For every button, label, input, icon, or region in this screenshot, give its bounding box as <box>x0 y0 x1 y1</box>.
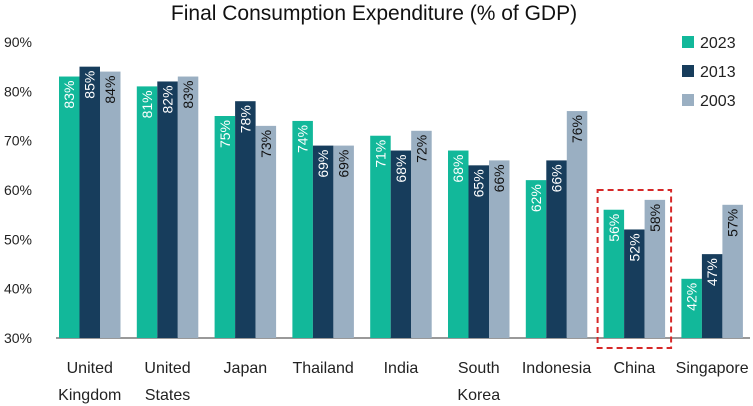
bar-2023 <box>59 76 80 339</box>
data-label: 68% <box>450 155 466 183</box>
data-label: 82% <box>160 85 176 113</box>
y-tick-label: 80% <box>4 83 32 99</box>
bar-2003 <box>333 145 354 338</box>
data-label: 58% <box>647 204 663 232</box>
bar-2003 <box>100 71 121 338</box>
bar-2023 <box>525 180 547 338</box>
data-label: 57% <box>725 209 741 237</box>
data-label: 56% <box>606 214 622 242</box>
data-label: 73% <box>258 130 274 158</box>
x-tick-label: South <box>458 360 500 377</box>
x-tick-label: India <box>384 360 419 377</box>
data-label: 69% <box>336 150 352 178</box>
legend-label: 2003 <box>700 93 736 110</box>
legend: 2023 2013 2003 <box>682 35 736 110</box>
y-tick-label: 30% <box>4 330 32 346</box>
data-label: 66% <box>491 164 507 192</box>
bar-2003 <box>489 160 510 338</box>
data-label: 52% <box>626 233 642 261</box>
data-label: 84% <box>102 76 118 104</box>
data-label: 83% <box>180 81 196 109</box>
chart-title: Final Consumption Expenditure (% of GDP) <box>171 2 577 25</box>
y-tick-label: 70% <box>4 133 32 149</box>
x-tick-label: China <box>613 360 655 377</box>
bar-2013 <box>157 81 178 338</box>
x-tick-label: Singapore <box>676 360 749 377</box>
y-tick-label: 90% <box>4 34 32 50</box>
bar-2023 <box>681 278 702 338</box>
bar-2023 <box>603 209 625 338</box>
data-label: 66% <box>549 164 565 192</box>
data-label: 69% <box>315 150 331 178</box>
highlight-group <box>596 189 673 349</box>
data-label: 65% <box>471 169 487 197</box>
data-label: 62% <box>528 184 544 212</box>
bar-2013 <box>546 160 567 338</box>
x-tick-label: Japan <box>224 360 268 377</box>
data-label: 68% <box>393 155 409 183</box>
data-label: 78% <box>237 105 253 133</box>
bar-2003 <box>255 125 277 338</box>
bar-2023 <box>292 120 313 338</box>
bar-2013 <box>624 229 645 338</box>
x-tick-label: Thailand <box>292 360 353 377</box>
bar-2003 <box>177 76 199 339</box>
y-tick-label: 50% <box>4 231 32 247</box>
data-label: 76% <box>569 115 585 143</box>
bar-2013 <box>468 165 489 338</box>
bar-2023 <box>136 86 158 339</box>
bar-2003 <box>644 199 666 338</box>
highlight-box <box>596 189 673 349</box>
data-label: 74% <box>295 125 311 153</box>
legend-label: 2023 <box>700 35 736 52</box>
bar-2003 <box>722 204 743 338</box>
legend-swatch <box>682 94 694 106</box>
data-label: 47% <box>704 258 720 286</box>
legend-swatch <box>682 36 694 48</box>
data-label: 83% <box>61 81 77 109</box>
x-axis: United Kingdom United States Japan Thailand In… <box>58 360 749 404</box>
data-label: 72% <box>413 135 429 163</box>
bar-2013 <box>235 101 256 338</box>
data-label: 71% <box>372 140 388 168</box>
y-tick-label: 60% <box>4 182 32 198</box>
x-tick-label: Korea <box>457 387 500 404</box>
data-label: 42% <box>684 283 700 311</box>
legend-swatch <box>682 65 694 77</box>
bar-2023 <box>214 116 236 338</box>
bar-2013 <box>701 254 723 338</box>
bar-2013 <box>390 150 412 338</box>
data-label: 75% <box>217 120 233 148</box>
x-tick-label: United <box>144 360 190 377</box>
bar-2023 <box>448 150 469 338</box>
x-tick-label: States <box>145 387 190 404</box>
data-label: 85% <box>82 71 98 99</box>
bar-2013 <box>312 145 334 338</box>
x-tick-label: Kingdom <box>58 387 121 404</box>
y-tick-label: 40% <box>4 281 32 297</box>
x-tick-label: Indonesia <box>522 360 591 377</box>
bar-2023 <box>370 135 391 338</box>
x-tick-label: United <box>67 360 113 377</box>
legend-label: 2013 <box>700 64 736 81</box>
data-label: 81% <box>139 90 155 118</box>
bars-group: 83% 85% 84%81% 82% 83%75%78%73% 74%69% 69% 71%6… <box>59 66 743 339</box>
bar-2003 <box>566 111 588 338</box>
bar-2003 <box>411 130 432 338</box>
bar-2013 <box>79 66 100 339</box>
